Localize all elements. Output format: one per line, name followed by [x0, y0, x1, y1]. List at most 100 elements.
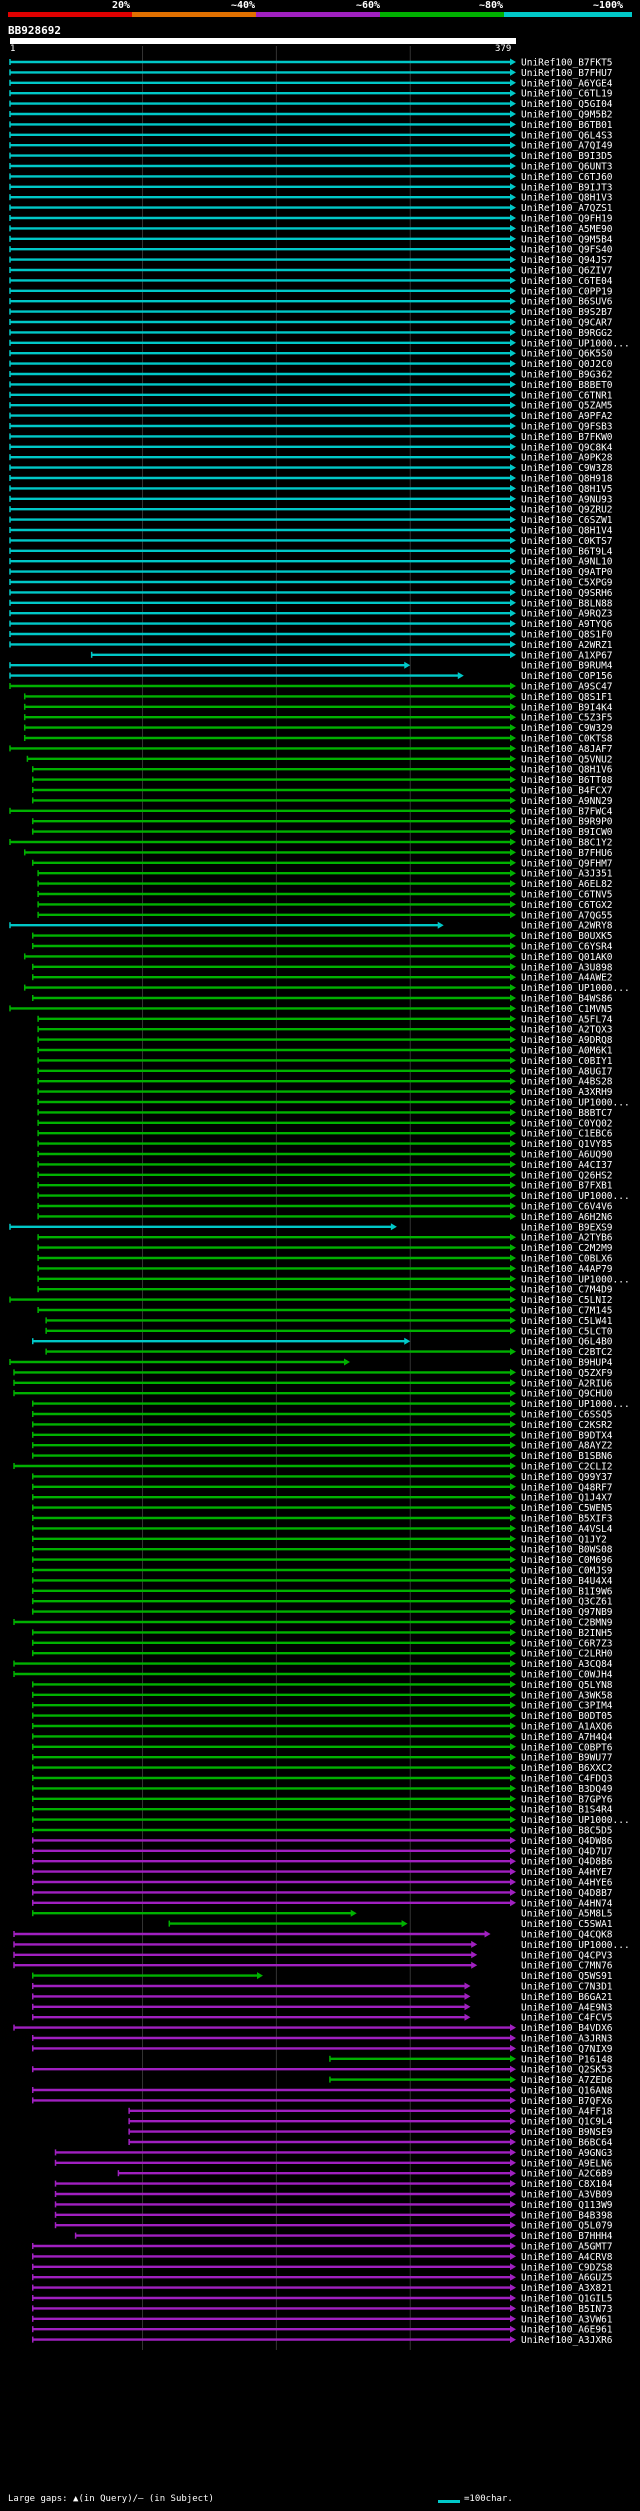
alignment-hit[interactable]: UniRef100_C2KSR2 — [32, 1420, 613, 1431]
hit-label[interactable]: UniRef100_Q8H918 — [521, 474, 613, 485]
alignment-hit[interactable]: UniRef100_A4E9N3 — [32, 2002, 613, 2013]
hit-label[interactable]: UniRef100_B9DTX4 — [521, 1430, 613, 1441]
alignment-hit[interactable]: UniRef100_B4U4X4 — [32, 1576, 613, 1587]
hit-label[interactable]: UniRef100_Q8H1V3 — [521, 193, 613, 204]
hit-label[interactable]: UniRef100_A6H2N6 — [521, 1212, 613, 1223]
alignment-hit[interactable]: UniRef100_Q99Y37 — [32, 1472, 613, 1483]
alignment-hit[interactable]: UniRef100_A2WRZ1 — [9, 640, 613, 651]
hit-label[interactable]: UniRef100_B8C1Y2 — [521, 838, 613, 849]
hit-label[interactable]: UniRef100_A8JAF7 — [521, 744, 613, 755]
hit-label[interactable]: UniRef100_C6TNV5 — [521, 890, 613, 901]
hit-label[interactable]: UniRef100_Q5ZAM5 — [521, 401, 613, 412]
alignment-hit[interactable]: UniRef100_Q97NB9 — [32, 1607, 613, 1618]
alignment-hit[interactable]: UniRef100_B8LN88 — [9, 598, 613, 609]
alignment-hit[interactable]: UniRef100_P16148 — [329, 2054, 613, 2065]
hit-label[interactable]: UniRef100_A9NL10 — [521, 557, 613, 568]
hit-label[interactable]: UniRef100_B8LN88 — [521, 598, 613, 609]
alignment-hit[interactable]: UniRef100_C5SWA1 — [168, 1919, 613, 1930]
hit-label[interactable]: UniRef100_Q5WS91 — [521, 1971, 613, 1982]
alignment-hit[interactable]: UniRef100_UP1000... — [37, 1191, 630, 1202]
alignment-hit[interactable]: UniRef100_A2TYB6 — [37, 1233, 613, 1244]
hit-label[interactable]: UniRef100_B8C5D5 — [521, 1826, 613, 1837]
alignment-hit[interactable]: UniRef100_B9I3D5 — [9, 151, 613, 162]
alignment-hit[interactable]: UniRef100_A7QG55 — [37, 910, 613, 921]
hit-label[interactable]: UniRef100_A3CQ84 — [521, 1659, 613, 1670]
hit-label[interactable]: UniRef100_Q6L4B0 — [521, 1337, 613, 1348]
alignment-hit[interactable]: UniRef100_Q4D8B7 — [32, 1888, 613, 1899]
hit-label[interactable]: UniRef100_A9DRQ8 — [521, 1035, 613, 1046]
alignment-hit[interactable]: UniRef100_B4VDX6 — [13, 2023, 613, 2034]
hit-label[interactable]: UniRef100_B4VDX6 — [521, 2023, 613, 2034]
alignment-hit[interactable]: UniRef100_B6TB01 — [9, 120, 613, 131]
hit-label[interactable]: UniRef100_B7FHU6 — [521, 848, 613, 859]
hit-label[interactable]: UniRef100_Q4DW86 — [521, 1836, 613, 1847]
hit-label[interactable]: UniRef100_C1MVN5 — [521, 1004, 613, 1015]
alignment-hit[interactable]: UniRef100_C0BIY1 — [37, 1056, 613, 1067]
hit-label[interactable]: UniRef100_Q5LYN8 — [521, 1680, 613, 1691]
alignment-hit[interactable]: UniRef100_A6GUZ5 — [32, 2273, 613, 2284]
alignment-hit[interactable]: UniRef100_B9NSE9 — [128, 2127, 613, 2138]
hit-label[interactable]: UniRef100_A5ME90 — [521, 224, 613, 235]
hit-label[interactable]: UniRef100_Q8S1F0 — [521, 630, 613, 641]
alignment-hit[interactable]: UniRef100_C7MN76 — [13, 1961, 613, 1972]
hit-label[interactable]: UniRef100_C3PIM4 — [521, 1701, 613, 1712]
hit-label[interactable]: UniRef100_B9RGG2 — [521, 328, 613, 339]
alignment-hit[interactable]: UniRef100_A0M6K1 — [37, 1046, 613, 1057]
alignment-hit[interactable]: UniRef100_A3XRH9 — [37, 1087, 613, 1098]
hit-label[interactable]: UniRef100_B7FKT5 — [521, 58, 613, 69]
hit-label[interactable]: UniRef100_A5FL74 — [521, 1014, 613, 1025]
alignment-hit[interactable]: UniRef100_A9ELN6 — [54, 2158, 613, 2169]
alignment-hit[interactable]: UniRef100_B1SBN6 — [32, 1451, 613, 1462]
hit-label[interactable]: UniRef100_A4BS28 — [521, 1077, 613, 1088]
hit-label[interactable]: UniRef100_UP1000... — [521, 1098, 630, 1109]
hit-label[interactable]: UniRef100_C0M696 — [521, 1555, 613, 1566]
alignment-hit[interactable]: UniRef100_B6SUV6 — [9, 297, 613, 308]
hit-label[interactable]: UniRef100_A2RIU6 — [521, 1378, 613, 1389]
alignment-hit[interactable]: UniRef100_B9IJT3 — [9, 182, 613, 193]
alignment-hit[interactable]: UniRef100_C6SZW1 — [9, 515, 613, 526]
alignment-hit[interactable]: UniRef100_C7M145 — [37, 1306, 613, 1317]
hit-label[interactable]: UniRef100_A4VSL4 — [521, 1524, 613, 1535]
alignment-hit[interactable]: UniRef100_A3VW61 — [32, 2314, 613, 2325]
alignment-hit[interactable]: UniRef100_Q1J4X7 — [32, 1493, 613, 1504]
alignment-hit[interactable]: UniRef100_UP1000... — [9, 338, 630, 349]
alignment-hit[interactable]: UniRef100_C6YSR4 — [32, 942, 613, 953]
alignment-hit[interactable]: UniRef100_Q8H1V5 — [9, 484, 613, 495]
alignment-hit[interactable]: UniRef100_Q7NIX9 — [32, 2044, 613, 2055]
alignment-hit[interactable]: UniRef100_Q8H1V4 — [9, 526, 613, 537]
hit-label[interactable]: UniRef100_B5IN73 — [521, 2304, 613, 2315]
alignment-hit[interactable]: UniRef100_C2BTC2 — [45, 1347, 613, 1358]
hit-label[interactable]: UniRef100_B9G362 — [521, 370, 613, 381]
hit-label[interactable]: UniRef100_B4B398 — [521, 2210, 613, 2221]
alignment-hit[interactable]: UniRef100_B0UXK5 — [32, 931, 613, 942]
alignment-hit[interactable]: UniRef100_A9TYQ6 — [9, 619, 613, 630]
hit-label[interactable]: UniRef100_UP1000... — [521, 338, 630, 349]
alignment-hit[interactable]: UniRef100_A3U898 — [32, 962, 613, 973]
hit-label[interactable]: UniRef100_A3X821 — [521, 2283, 613, 2294]
hit-label[interactable]: UniRef100_Q4D8B7 — [521, 1888, 613, 1899]
alignment-hit[interactable]: UniRef100_C6V4V6 — [37, 1202, 613, 1213]
hit-label[interactable]: UniRef100_Q8H1V4 — [521, 526, 613, 537]
alignment-hit[interactable]: UniRef100_Q9CAR7 — [9, 318, 613, 329]
alignment-hit[interactable]: UniRef100_Q1JY2 — [32, 1534, 607, 1545]
hit-label[interactable]: UniRef100_B9ICW0 — [521, 827, 613, 838]
alignment-hit[interactable]: UniRef100_Q6ZIV7 — [9, 266, 613, 277]
hit-label[interactable]: UniRef100_A8AYZ2 — [521, 1441, 613, 1452]
hit-label[interactable]: UniRef100_A9GNG3 — [521, 2148, 613, 2159]
alignment-hit[interactable]: UniRef100_Q4CPV3 — [13, 1950, 613, 1961]
alignment-hit[interactable]: UniRef100_Q5L079 — [54, 2221, 613, 2232]
hit-label[interactable]: UniRef100_C9DZS8 — [521, 2262, 613, 2273]
hit-label[interactable]: UniRef100_B8BTC7 — [521, 1108, 613, 1119]
alignment-hit[interactable]: UniRef100_UP1000... — [23, 983, 630, 994]
hit-label[interactable]: UniRef100_C9W3Z8 — [521, 463, 613, 474]
alignment-hit[interactable]: UniRef100_B9EXS9 — [9, 1222, 613, 1233]
hit-label[interactable]: UniRef100_B7FWC4 — [521, 806, 613, 817]
hit-label[interactable]: UniRef100_C2LRH0 — [521, 1649, 613, 1660]
hit-label[interactable]: UniRef100_C5WEN5 — [521, 1503, 613, 1514]
hit-label[interactable]: UniRef100_UP1000... — [521, 1274, 630, 1285]
hit-label[interactable]: UniRef100_C6TNR1 — [521, 390, 613, 401]
hit-label[interactable]: UniRef100_A2C6B9 — [521, 2169, 613, 2180]
hit-label[interactable]: UniRef100_Q6ZIV7 — [521, 266, 613, 277]
hit-label[interactable]: UniRef100_Q94JS7 — [521, 255, 613, 266]
alignment-hit[interactable]: UniRef100_A5FL74 — [37, 1014, 613, 1025]
